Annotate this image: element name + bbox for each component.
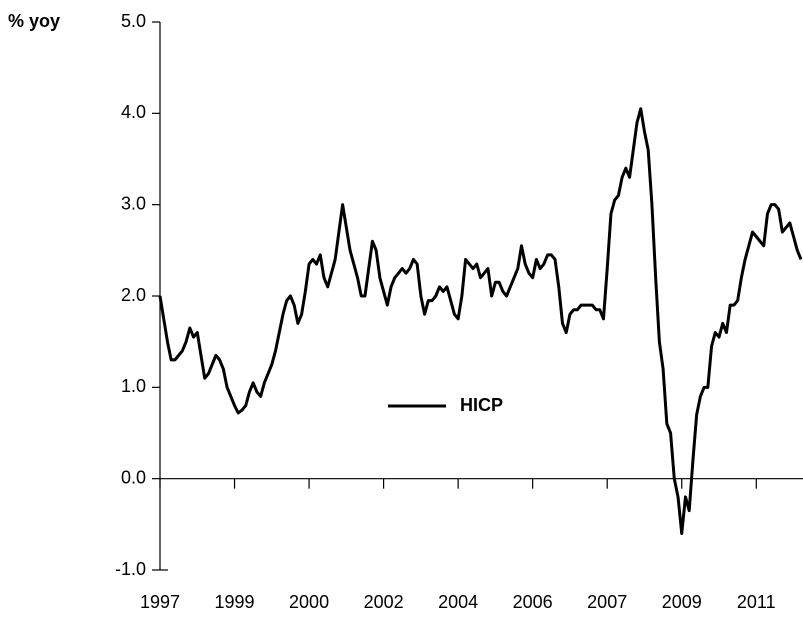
x-tick-label: 2004 (438, 592, 478, 612)
legend-label: HICP (460, 395, 503, 415)
x-tick-label: 2009 (662, 592, 702, 612)
x-tick-label: 2011 (737, 592, 776, 612)
y-tick-label: 1.0 (121, 376, 146, 396)
data-line (158, 107, 803, 535)
y-tick-label: -1.0 (115, 559, 146, 579)
x-tick-label: 1997 (140, 592, 180, 612)
y-axis-label: % yoy (8, 11, 60, 31)
y-tick-label: 4.0 (121, 102, 146, 122)
x-tick-label: 2002 (364, 592, 404, 612)
y-tick-label: 5.0 (121, 11, 146, 31)
x-tick-label: 1999 (215, 592, 255, 612)
y-tick-label: 0.0 (121, 467, 146, 487)
x-tick-label: 2006 (513, 592, 553, 612)
x-tick-label: 2007 (587, 592, 627, 612)
y-tick-label: 2.0 (121, 285, 146, 305)
y-tick-label: 3.0 (121, 193, 146, 213)
x-tick-label: 2000 (289, 592, 329, 612)
